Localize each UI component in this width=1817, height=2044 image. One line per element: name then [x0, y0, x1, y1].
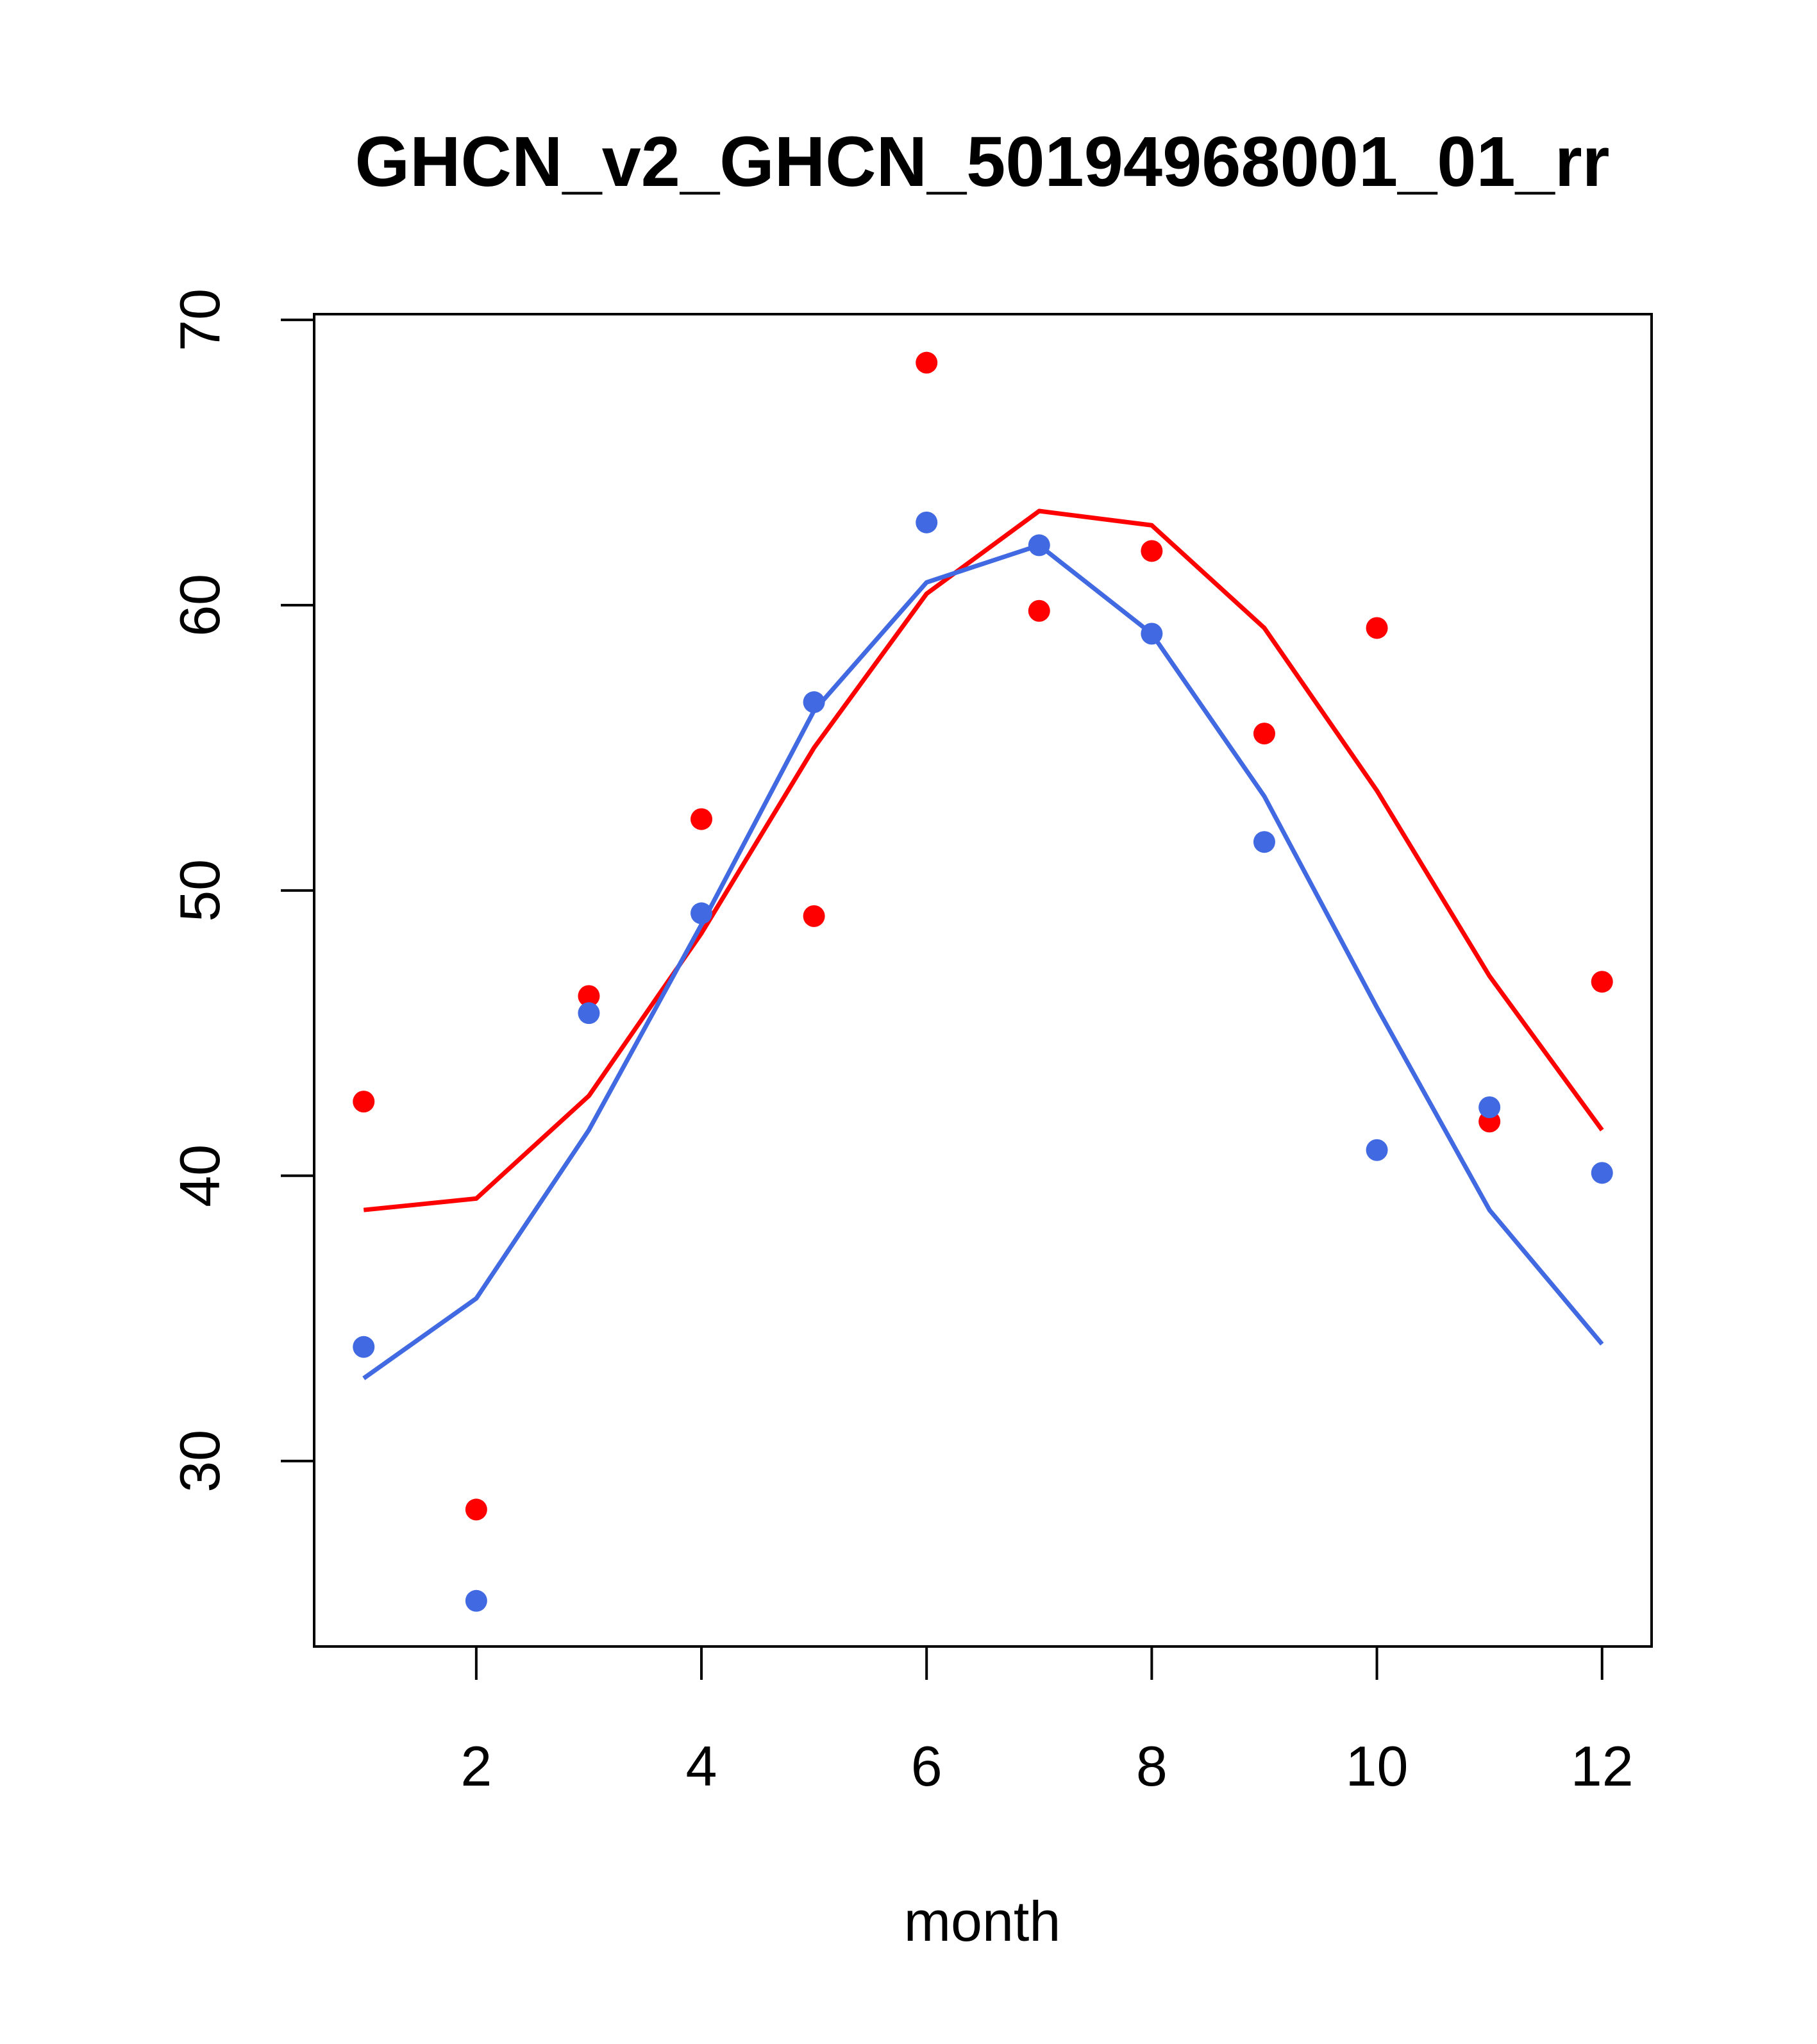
series-0-point — [916, 351, 938, 374]
series-1-point — [578, 1002, 600, 1025]
series-1-point — [1141, 623, 1163, 645]
x-axis: 2 4 6 8 10 12 — [460, 1645, 1634, 1798]
x-axis-label: month — [904, 1889, 1061, 1953]
series-0-point — [1028, 599, 1050, 622]
y-tick-label: 50 — [168, 859, 231, 922]
series-0-point — [1591, 971, 1613, 993]
series-0-point — [691, 808, 713, 830]
y-axis: 30 40 50 60 70 — [168, 289, 315, 1493]
x-tick-label: 12 — [1571, 1734, 1634, 1798]
y-tick-label: 30 — [168, 1430, 231, 1493]
series-0-point — [578, 985, 600, 1007]
y-tick-label: 70 — [168, 289, 231, 351]
series-1-point — [353, 1336, 375, 1358]
series-1-point — [916, 511, 938, 533]
x-tick-label: 6 — [911, 1734, 942, 1798]
x-tick-label: 2 — [460, 1734, 492, 1798]
series-1-point — [691, 902, 713, 925]
y-tick-label: 40 — [168, 1144, 231, 1207]
series-1-point — [1478, 1096, 1501, 1119]
series-0-point — [1366, 617, 1388, 639]
series-1-point — [1028, 534, 1050, 557]
series-1-point — [1366, 1139, 1388, 1161]
series-layer — [353, 351, 1613, 1612]
series-0-line — [363, 508, 1604, 1212]
series-1-point — [803, 691, 825, 714]
plot-frame — [313, 313, 1653, 1648]
x-tick-label: 8 — [1136, 1734, 1168, 1798]
series-0-point — [803, 905, 825, 927]
series-0-point — [353, 1091, 375, 1113]
series-0-point — [1253, 723, 1275, 745]
series-1-point — [465, 1589, 487, 1612]
series-1-point — [1253, 831, 1275, 853]
x-tick-label: 10 — [1346, 1734, 1409, 1798]
series-1-line — [362, 542, 1604, 1380]
y-tick-label: 60 — [168, 574, 231, 637]
chart-title: GHCN_v2_GHCN_50194968001_01_rr — [355, 122, 1610, 201]
series-0-point — [465, 1498, 487, 1521]
series-1-point — [1591, 1162, 1613, 1184]
series-0-point — [1141, 540, 1163, 562]
x-tick-label: 4 — [686, 1734, 717, 1798]
